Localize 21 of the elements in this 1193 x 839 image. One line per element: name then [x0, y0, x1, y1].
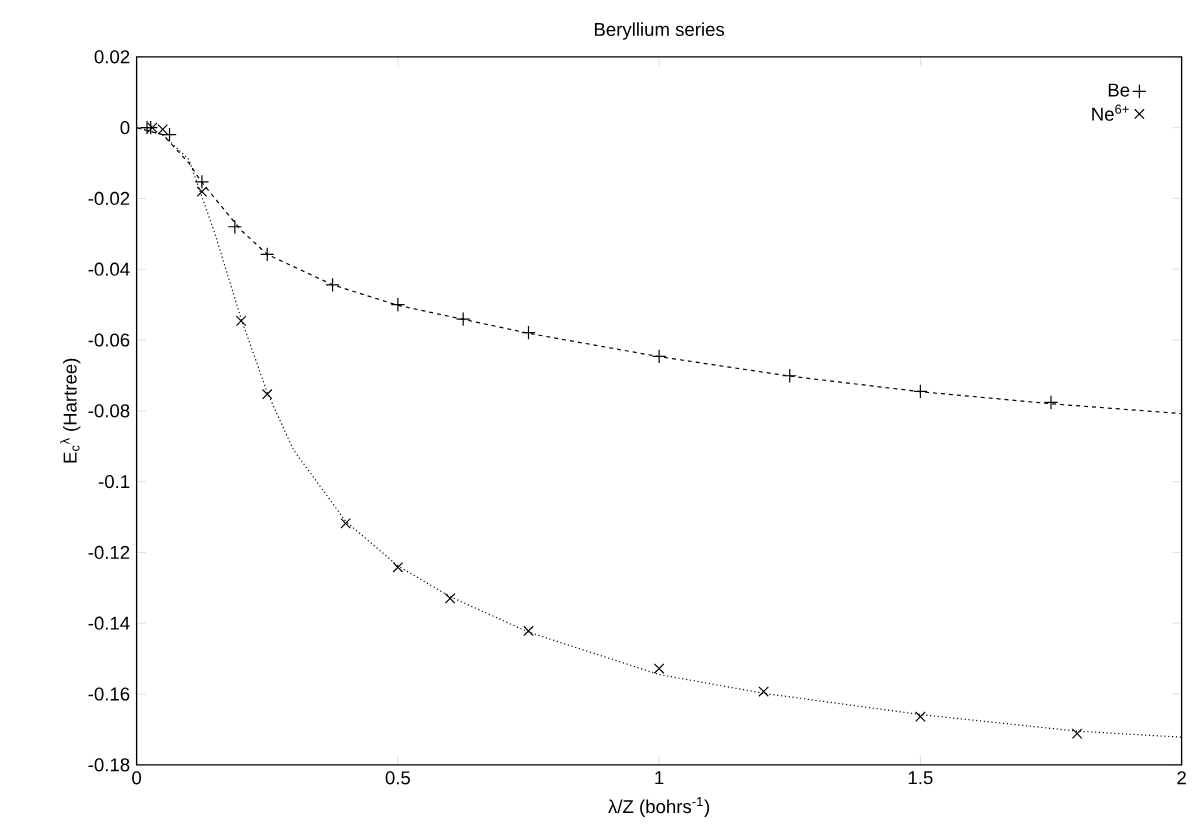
legend-label: Ne$^{6+}$: [1092, 104, 1129, 121]
x-axis-title: λ/Z (bohrs$^{-1}$): [608, 797, 710, 818]
y-tick-label: 0: [120, 121, 130, 135]
x-tick-label: 1.5: [908, 771, 933, 785]
y-axis-title: E$_{c}$$^{λ}$ (Hartree): [60, 358, 81, 463]
y-tick-label: -0.04: [88, 262, 130, 277]
y-tick-label: -0.06: [88, 333, 130, 347]
y-tick-label: -0.18: [88, 758, 130, 772]
y-tick-label: 0.02: [94, 50, 130, 64]
y-tick-label: -0.16: [88, 687, 130, 701]
y-tick-label: -0.14: [88, 616, 130, 631]
legend-label: Be: [1108, 83, 1130, 97]
x-tick-label: 2: [1177, 771, 1186, 785]
chart-title: Beryllium series: [594, 22, 725, 40]
y-tick-label: -0.12: [88, 546, 130, 560]
x-tick-label: 0: [132, 771, 142, 785]
y-tick-label: -0.02: [88, 192, 130, 206]
x-tick-label: 1: [655, 771, 664, 785]
x-tick-label: 0.5: [385, 771, 411, 785]
y-tick-label: -0.1: [98, 475, 130, 489]
y-tick-label: -0.08: [88, 404, 130, 418]
